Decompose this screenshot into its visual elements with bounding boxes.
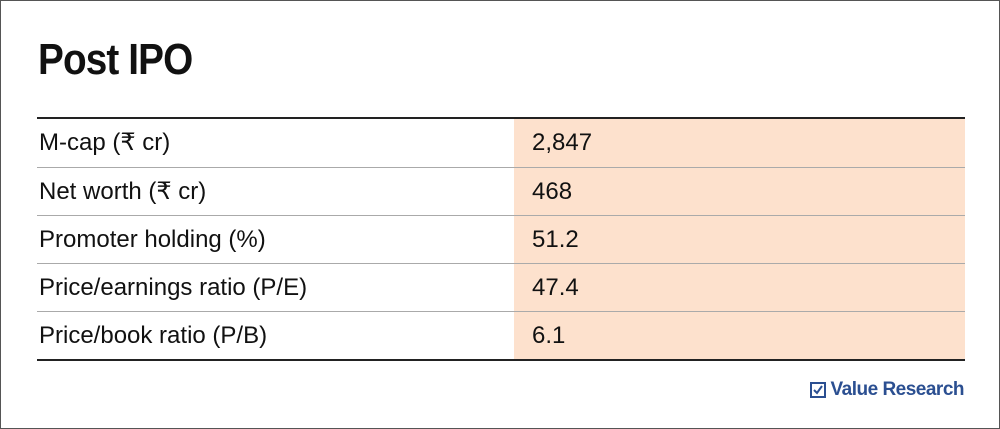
table: M-cap (₹ cr) 2,847 Net worth (₹ cr) 468 Prom… bbox=[37, 117, 965, 361]
row-value: 47.4 bbox=[514, 264, 965, 311]
row-value: 2,847 bbox=[514, 119, 965, 167]
row-value: 6.1 bbox=[514, 312, 965, 359]
row-label: Promoter holding (%) bbox=[39, 226, 266, 253]
table-row: Promoter holding (%) 51.2 bbox=[37, 215, 965, 263]
table-row: Price/earnings ratio (P/E) 47.4 bbox=[37, 263, 965, 311]
row-label: M-cap (₹ cr) bbox=[39, 129, 171, 156]
title: Post IPO bbox=[38, 35, 193, 84]
row-label: Price/earnings ratio (P/E) bbox=[39, 274, 308, 301]
table-row: M-cap (₹ cr) 2,847 bbox=[37, 119, 965, 167]
brand: Value Research bbox=[830, 379, 965, 400]
row-value: 51.2 bbox=[514, 216, 965, 263]
table-row: Price/book ratio (P/B) 6.1 bbox=[37, 311, 965, 359]
check-icon bbox=[809, 382, 826, 398]
table-row: Net worth (₹ cr) 468 bbox=[37, 167, 965, 215]
footer: Value Research bbox=[809, 378, 965, 402]
row-value: 468 bbox=[514, 168, 965, 215]
row-label: Net worth (₹ cr) bbox=[39, 178, 207, 205]
row-label: Price/book ratio (P/B) bbox=[39, 322, 268, 349]
